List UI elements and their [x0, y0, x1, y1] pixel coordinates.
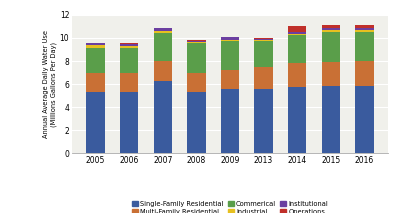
Bar: [254, 38, 273, 39]
Bar: [187, 40, 206, 41]
Bar: [288, 87, 306, 153]
Bar: [154, 81, 172, 153]
Bar: [120, 46, 138, 48]
Bar: [120, 43, 138, 44]
Bar: [86, 92, 105, 153]
Bar: [86, 43, 105, 46]
Legend: Single-Family Residential, Multi-Family Residential, Commerical, Industrial, Ins: Single-Family Residential, Multi-Family …: [132, 201, 328, 213]
Bar: [187, 73, 206, 92]
Bar: [221, 41, 239, 70]
Bar: [288, 26, 306, 32]
Bar: [254, 42, 273, 67]
Bar: [322, 28, 340, 30]
Bar: [221, 89, 239, 153]
Bar: [154, 33, 172, 61]
Bar: [187, 41, 206, 42]
Bar: [355, 86, 374, 153]
Bar: [120, 48, 138, 73]
Bar: [322, 25, 340, 28]
Bar: [288, 32, 306, 34]
Bar: [187, 92, 206, 153]
Bar: [322, 86, 340, 153]
Bar: [355, 30, 374, 32]
Bar: [355, 32, 374, 61]
Bar: [120, 92, 138, 153]
Bar: [120, 44, 138, 46]
Bar: [187, 43, 206, 73]
Bar: [120, 73, 138, 92]
Bar: [288, 63, 306, 87]
Bar: [86, 46, 105, 48]
Bar: [154, 31, 172, 33]
Bar: [322, 30, 340, 32]
Bar: [288, 35, 306, 63]
Bar: [254, 40, 273, 42]
Bar: [254, 39, 273, 40]
Bar: [322, 62, 340, 86]
Bar: [254, 89, 273, 153]
Bar: [322, 32, 340, 62]
Bar: [355, 28, 374, 30]
Bar: [355, 61, 374, 86]
Bar: [221, 37, 239, 40]
Bar: [355, 25, 374, 28]
Bar: [187, 42, 206, 43]
Y-axis label: Annual Average Daily Water Use
(Millions Gallons Per Day): Annual Average Daily Water Use (Millions…: [43, 30, 57, 138]
Bar: [254, 67, 273, 89]
Bar: [154, 61, 172, 81]
Bar: [221, 70, 239, 89]
Bar: [86, 48, 105, 73]
Bar: [288, 34, 306, 35]
Bar: [154, 28, 172, 31]
Bar: [221, 40, 239, 41]
Bar: [86, 73, 105, 92]
